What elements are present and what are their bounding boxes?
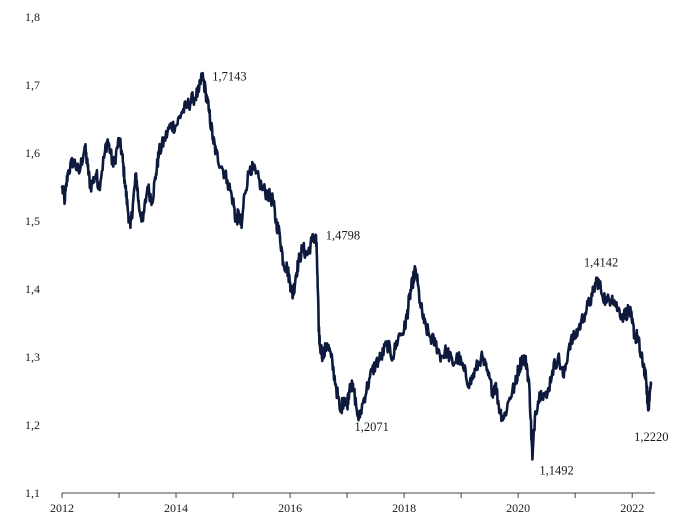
axes: 2012 2014 2016 2018 2020 2022 1,1 1,2 1,3 1,4 1,5 1…: [25, 10, 655, 515]
x-tick-label: 2022: [620, 501, 644, 515]
y-tick-label: 1,3: [25, 350, 40, 364]
x-tick-label: 2014: [164, 501, 188, 515]
y-tick-label: 1,2: [25, 418, 40, 432]
x-tick-label: 2012: [50, 501, 74, 515]
y-tick-label: 1,8: [25, 10, 40, 24]
y-tick-label: 1,7: [25, 78, 40, 92]
annotation-label: 1,2071: [355, 420, 389, 434]
y-tick-label: 1,6: [25, 146, 40, 160]
x-tick-label: 2018: [392, 501, 416, 515]
annotation-label: 1,1492: [539, 464, 573, 478]
annotation-label: 1,2220: [634, 430, 668, 444]
series-line: [60, 71, 653, 461]
x-tick-label: 2016: [278, 501, 302, 515]
plot-area: [60, 71, 653, 461]
y-tick-label: 1,4: [25, 282, 40, 296]
annotation-label: 1,4142: [584, 255, 618, 269]
annotation-label: 1,7143: [212, 69, 246, 83]
annotation-label: 1,4798: [326, 229, 360, 243]
annotations: 1,7143 1,4798 1,4142 1,2071 1,1492 1,2220: [212, 69, 668, 477]
x-tick-label: 2020: [506, 501, 530, 515]
y-tick-label: 1,5: [25, 214, 40, 228]
y-tick-label: 1,1: [25, 486, 40, 500]
